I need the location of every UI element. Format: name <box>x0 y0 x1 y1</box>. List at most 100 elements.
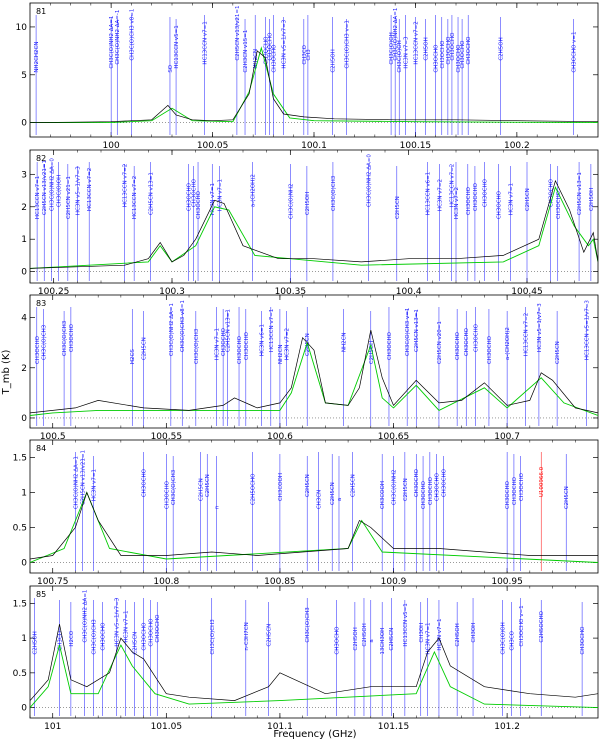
line-label: HC3N v7=2 <box>437 179 443 211</box>
line-label: CH3C(O)CH3 <box>210 619 216 655</box>
y-tick-label: 2 <box>21 203 27 213</box>
line-label: HC13CCN v6=1 <box>426 172 432 215</box>
y-tick-label: 0 <box>21 559 27 569</box>
line-label: a-(CH2OH)2 <box>505 327 511 360</box>
line-label: CH3OCHO <box>237 335 243 364</box>
line-label: CH3OCHO <box>69 323 75 352</box>
line-label: HC13CCN v5=1 <box>403 603 409 646</box>
line-label: HC3N v7=1 <box>426 622 432 654</box>
line-label: CH3OCHO <box>455 331 461 360</box>
line-label: C2H5OH <box>362 623 368 646</box>
line-label: CH3C(O)NH2 ΔA=1 <box>73 456 79 509</box>
line-label: CH3OCHO <box>440 40 446 69</box>
line-label: C2H5CN <box>525 188 531 211</box>
line-label: U100966.0 <box>539 466 545 497</box>
line-label: CH3C(O)NH2 <box>288 183 294 219</box>
line-label: CH3OCHO <box>196 190 202 219</box>
line-label: CH3OCHO <box>473 323 479 352</box>
line-label: SO <box>168 64 174 72</box>
line-label: CH3OH <box>419 623 425 643</box>
panel-number: 82 <box>36 154 46 163</box>
line-label: CH3C(O)OH <box>397 40 403 72</box>
line-label: CH3OCHO <box>271 44 277 73</box>
line-label: CH3OCHO <box>442 468 448 497</box>
y-tick-label: 5 <box>21 71 27 81</box>
line-label: NH2CN <box>342 332 348 352</box>
line-label: C2H5CN <box>198 478 204 501</box>
line-label: HC3N v7=1 <box>437 618 443 650</box>
line-label: CH3C(O)CH3 <box>171 469 177 505</box>
panel-number: 81 <box>36 7 46 16</box>
line-label: HC13CCN v5=1/v7=3 <box>585 300 591 361</box>
line-label: n <box>214 505 220 509</box>
x-tick-label: 100.2 <box>504 141 530 151</box>
line-label: NH2CN <box>278 344 284 364</box>
line-label: a-(CH2OH)2 <box>250 174 256 207</box>
line-label: HC3N v7=2 <box>454 187 460 219</box>
line-label: CH3C(O)CH3 v=1 <box>344 20 350 69</box>
x-tick-label: 100 <box>103 141 120 151</box>
x-tick-label: 100.1 <box>301 141 327 151</box>
line-label: HC3N v5=1/v7=3 <box>75 166 81 215</box>
observed-spectrum <box>30 491 598 560</box>
line-label: C2H5CN <box>395 196 401 219</box>
line-label: C2H5OH <box>305 192 311 215</box>
line-label: CH3OCHO <box>155 614 161 643</box>
line-label: CH3C(O)NH2 ΔA=1 <box>83 590 89 643</box>
x-tick-label: 100.05 <box>197 141 229 151</box>
line-label: C2H5CN v13/v21=1 <box>80 450 86 505</box>
line-label: CH3OCHO <box>148 618 154 647</box>
line-label: NH2CN <box>253 49 259 69</box>
panel-frame <box>29 294 599 429</box>
line-label: CH3OCHO <box>505 480 511 509</box>
line-label: CH3OCHO <box>267 32 273 61</box>
line-label: C2H5OH <box>353 627 359 650</box>
line-label: CH3C(O)CH3 <box>194 328 200 364</box>
line-label: CH3OCHO <box>335 626 341 655</box>
line-label: HC3N v6=1 <box>260 324 266 356</box>
line-label: CH3C(O)CH3 v8=1 <box>129 9 135 61</box>
line-label: HC13CCN v7=2 <box>123 164 129 207</box>
y-tick-label: 0 <box>21 414 27 424</box>
x-tick-label: 100.15 <box>400 141 432 151</box>
line-label: C2H5CN <box>305 474 311 497</box>
panel-number: 85 <box>36 590 46 599</box>
model-spectrum <box>30 491 598 563</box>
line-label: HC3N v5=1/v7=3 <box>282 19 288 68</box>
line-label: 13CH3OH <box>380 628 386 655</box>
y-tick-label: 0.5 <box>13 669 27 679</box>
line-label: C2H5OH <box>499 37 505 60</box>
line-label: HC3N v7=1 <box>210 183 216 215</box>
model-spectrum <box>30 186 598 269</box>
x-tick-label: 100.3 <box>159 287 185 297</box>
line-label: CH3OCHO <box>142 468 148 497</box>
line-label: CH3C(O)CH3 <box>92 619 98 655</box>
line-label: C2H5CN <box>330 482 336 505</box>
line-label: H2CS <box>130 349 136 364</box>
line-label: CH3CO <box>510 630 516 650</box>
line-label: CH3OCHO <box>460 40 466 69</box>
line-label: CH3OCHO <box>512 476 518 505</box>
x-tick-label: 101.15 <box>378 722 410 732</box>
line-label: C2H5CN <box>555 341 561 364</box>
line-label: HC13CCN v7=1 <box>202 21 208 64</box>
line-label: CH3OCHO <box>142 622 148 651</box>
line-label: C2H5CN v21=1 <box>66 176 72 219</box>
line-label: C2H5CN v13/v21=1 <box>42 160 48 215</box>
line-label: C2H5CN <box>267 624 273 647</box>
line-label: CH3OCHO <box>35 335 41 364</box>
line-label: CH3OCHO <box>244 331 250 360</box>
line-label: C2H5CN <box>351 474 357 497</box>
line-label: C2H5CN v13=1 <box>149 172 155 215</box>
line-label: CH3CN <box>317 490 323 509</box>
line-label: CH3C(O)NH2 ΔA=0 <box>49 158 55 212</box>
line-label: CH3OCHO <box>387 331 393 360</box>
y-axis-label: T_mb (K) <box>1 350 12 396</box>
line-label: CH3C(O)NH2 ΔA=1 <box>393 8 399 61</box>
line-label: CH3OCHO <box>466 36 472 65</box>
x-tick-label: 100.4 <box>396 287 422 297</box>
line-label: CH3CO <box>302 44 308 64</box>
line-label: CH3C(O)CH3 <box>42 324 48 360</box>
spectrum-panel-84: 84 100.75 100.8 100.85 100.9 100.95 0 0.5 1 1.5 CH… <box>13 439 599 587</box>
